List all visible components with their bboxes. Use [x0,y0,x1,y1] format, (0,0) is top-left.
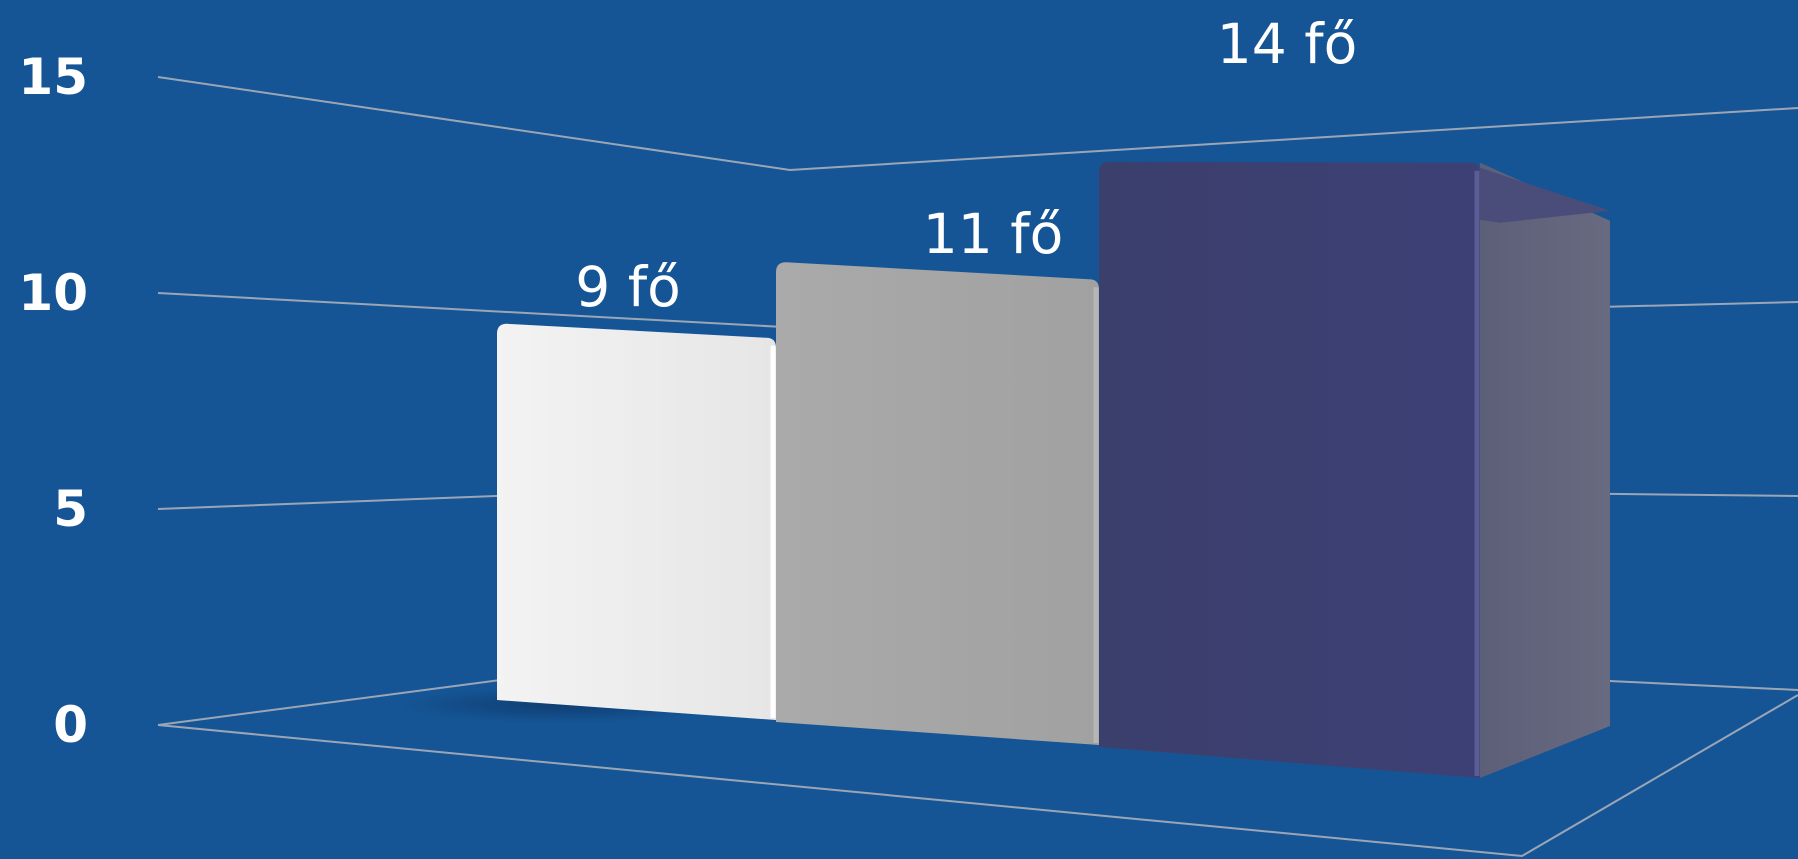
y-tick-label: 15 [18,48,88,106]
bar-value-label: 11 fő [923,202,1063,266]
bar-front-face [1099,161,1480,779]
bar-front-face [776,262,1099,745]
bar [497,323,776,720]
y-axis-tick-labels: 0 5 10 15 [18,48,88,754]
bar-front-face [497,323,776,720]
bar [776,262,1099,745]
bar [1099,161,1610,779]
data-labels: 9 fő 11 fő 14 fő [575,12,1357,319]
bar-side-face [1480,162,1610,779]
floor-front-edge [157,694,1798,858]
bar-value-label: 14 fő [1217,12,1357,76]
y-tick-label: 10 [18,264,88,322]
bar-value-label: 9 fő [575,255,681,319]
bars [400,161,1610,779]
y-tick-label: 0 [53,696,88,754]
gridline [157,76,1798,172]
y-tick-label: 5 [53,480,88,538]
